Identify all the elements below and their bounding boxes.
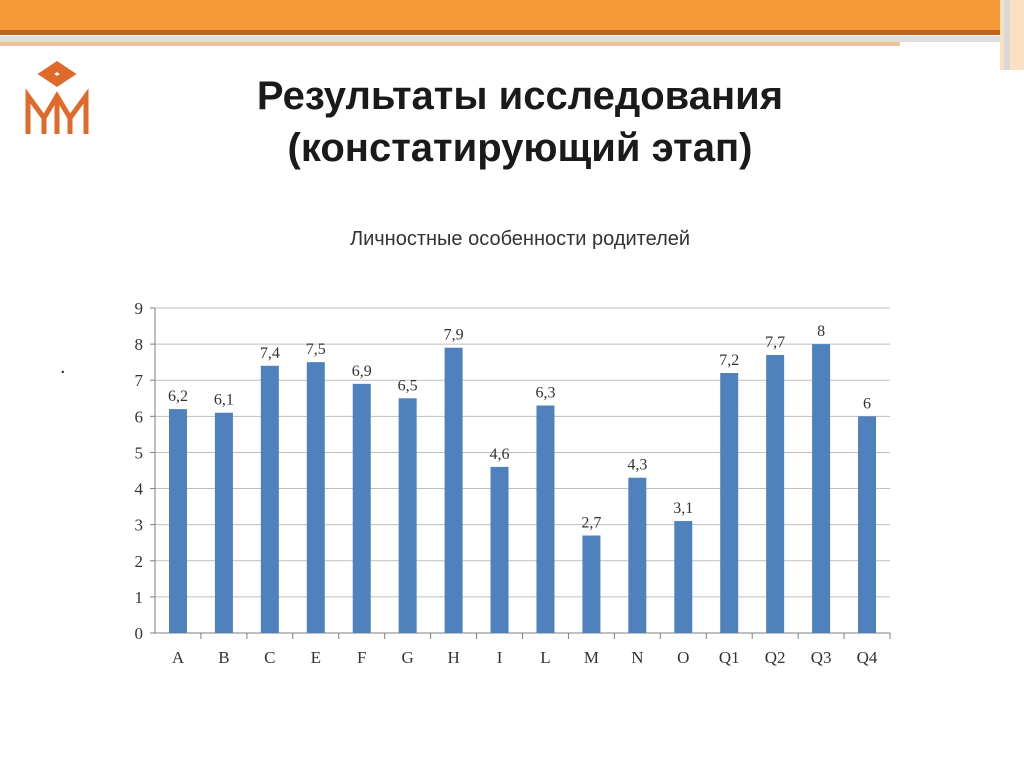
bar-H bbox=[444, 347, 463, 633]
y-tick-label: 1 bbox=[135, 588, 144, 607]
data-label-L: 6,3 bbox=[535, 385, 555, 402]
y-tick-label: 0 bbox=[135, 624, 144, 643]
bar-G bbox=[398, 398, 417, 633]
top-orange-band bbox=[0, 0, 1024, 30]
data-label-M: 2,7 bbox=[581, 515, 601, 532]
y-tick-label: 4 bbox=[135, 480, 144, 499]
bar-L bbox=[536, 405, 555, 633]
x-tick-label-C: C bbox=[264, 648, 275, 667]
x-tick-label-G: G bbox=[402, 648, 414, 667]
data-label-O: 3,1 bbox=[673, 500, 693, 517]
data-label-Q4: 6 bbox=[863, 395, 871, 412]
data-label-F: 6,9 bbox=[352, 363, 372, 380]
x-tick-label-A: A bbox=[172, 648, 185, 667]
chart-title: Личностные особенности родителей bbox=[349, 228, 691, 250]
x-tick-label-F: F bbox=[357, 648, 366, 667]
chart-bars: 6,2 6,1 7,4 7,5 6,9 6,5 7,9 4,6 6,3 2,7 4,3 3,1 7,2 7… bbox=[168, 323, 877, 633]
x-tick-label-L: L bbox=[540, 648, 550, 667]
slide-title: Результаты исследования (констатирующий … bbox=[160, 70, 880, 174]
slide-title-line2: (констатирующий этап) bbox=[287, 126, 753, 170]
y-tick-label: 9 bbox=[135, 299, 144, 318]
data-label-I: 4,6 bbox=[490, 446, 510, 463]
bar-Q4 bbox=[858, 416, 877, 633]
x-tick-label-E: E bbox=[311, 648, 321, 667]
bar-Q1 bbox=[720, 373, 739, 633]
data-label-Q3: 8 bbox=[817, 323, 825, 340]
top-dark-band bbox=[0, 30, 1024, 35]
x-tick-label-H: H bbox=[447, 648, 459, 667]
y-tick-label: 6 bbox=[135, 407, 144, 426]
data-label-E: 7,5 bbox=[306, 341, 326, 358]
x-tick-label-Q3: Q3 bbox=[811, 648, 832, 667]
y-tick-label: 8 bbox=[135, 335, 144, 354]
bar-I bbox=[490, 466, 509, 633]
y-axis: 0 1 2 3 4 5 6 7 8 9 bbox=[135, 299, 156, 643]
bullet-dot: . bbox=[60, 356, 66, 378]
data-label-Q2: 7,7 bbox=[765, 334, 785, 351]
university-logo-icon bbox=[25, 60, 89, 134]
y-tick-label: 7 bbox=[135, 371, 144, 390]
data-label-C: 7,4 bbox=[260, 345, 280, 362]
x-tick-label-O: O bbox=[677, 648, 689, 667]
data-label-H: 7,9 bbox=[444, 327, 464, 344]
bar-E bbox=[306, 362, 325, 633]
bar-C bbox=[260, 365, 279, 633]
slide-title-line1: Результаты исследования bbox=[256, 74, 784, 118]
data-label-A: 6,2 bbox=[168, 388, 188, 405]
bar-A bbox=[168, 409, 187, 633]
x-tick-label-I: I bbox=[497, 648, 503, 667]
top-grey-strip bbox=[0, 36, 1000, 42]
bar-M bbox=[582, 535, 601, 633]
x-tick-label-Q2: Q2 bbox=[765, 648, 786, 667]
y-tick-label: 3 bbox=[135, 516, 144, 535]
bar-Q3 bbox=[812, 344, 831, 633]
top-light-orange-strip bbox=[0, 42, 900, 46]
x-tick-label-M: M bbox=[584, 648, 599, 667]
data-label-G: 6,5 bbox=[398, 377, 418, 394]
data-label-N: 4,3 bbox=[627, 457, 647, 474]
bar-F bbox=[352, 383, 371, 633]
data-label-B: 6,1 bbox=[214, 392, 234, 409]
data-label-Q1: 7,2 bbox=[719, 352, 739, 369]
bar-Q2 bbox=[766, 354, 785, 633]
bar-chart: 0 1 2 3 4 5 6 7 8 9 6,2 6,1 7,4 7,5 6,9 6,5 7,9 4,6 6,3 2,… bbox=[135, 299, 891, 667]
x-tick-label-Q4: Q4 bbox=[857, 648, 878, 667]
x-tick-label-B: B bbox=[218, 648, 229, 667]
x-axis: A B C E F G H I L M N O Q1 Q2 Q3 Q4 bbox=[172, 633, 891, 667]
top-decor-bar bbox=[0, 0, 1024, 46]
y-tick-label: 5 bbox=[135, 443, 144, 462]
bar-N bbox=[628, 477, 647, 633]
right-corner-accent bbox=[1000, 0, 1024, 70]
x-tick-label-N: N bbox=[631, 648, 643, 667]
y-tick-label: 2 bbox=[135, 552, 144, 571]
bar-O bbox=[674, 521, 693, 633]
bar-B bbox=[214, 412, 233, 633]
x-tick-label-Q1: Q1 bbox=[719, 648, 740, 667]
